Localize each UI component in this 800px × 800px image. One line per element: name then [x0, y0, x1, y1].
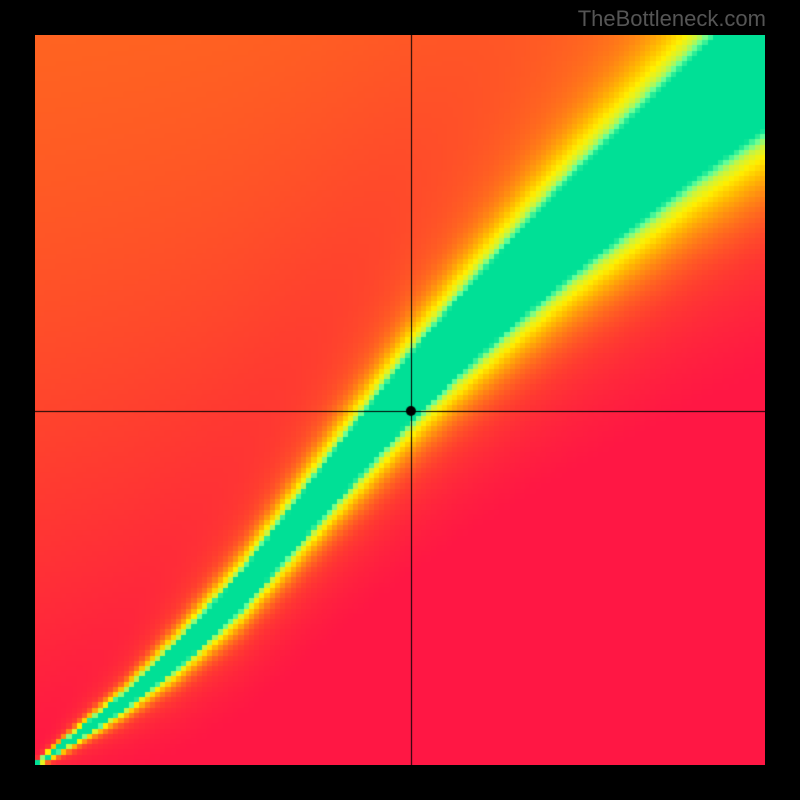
watermark-text: TheBottleneck.com — [578, 6, 766, 32]
bottleneck-heatmap — [35, 35, 765, 765]
chart-container: TheBottleneck.com — [0, 0, 800, 800]
